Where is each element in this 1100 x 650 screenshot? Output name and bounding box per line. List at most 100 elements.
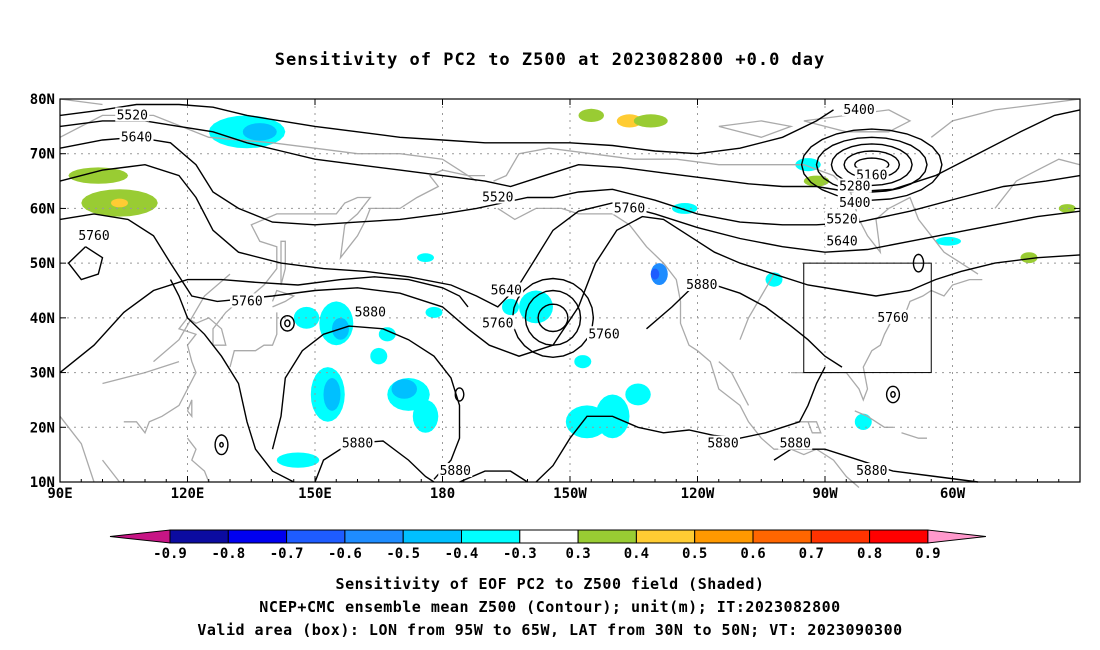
sensitivity-patch <box>370 347 388 365</box>
colorbar-label: -0.7 <box>270 546 304 562</box>
colorbar-high-triangle <box>927 529 986 544</box>
sensitivity-patch <box>578 108 604 122</box>
lat-label: 60N <box>30 201 55 217</box>
z500-contour-line <box>314 440 435 483</box>
colorbar-label: 0.7 <box>799 546 824 562</box>
contour-label-bg <box>876 309 910 324</box>
sensitivity-patch <box>68 167 128 184</box>
contour-label-bg <box>438 463 473 478</box>
coastline <box>101 459 121 483</box>
colorbar-low-triangle <box>109 529 171 544</box>
z500-contour-line <box>271 325 461 480</box>
colorbar-label: 0.9 <box>915 546 940 562</box>
z500-contour-ring <box>537 303 569 333</box>
z500-contour-line <box>59 276 469 374</box>
z500-contour-line <box>646 284 843 368</box>
contour-label-bg <box>706 435 740 450</box>
contour-label: 5880 <box>707 437 738 452</box>
contour-label: 5520 <box>117 108 148 123</box>
contour-label: 5880 <box>342 437 373 452</box>
contour-label-bg <box>587 326 621 341</box>
contour-label-bg <box>230 293 264 308</box>
coastline <box>718 120 794 138</box>
coastline <box>849 191 979 275</box>
contour-label-bg <box>119 129 154 144</box>
sensitivity-patch <box>854 413 872 430</box>
colorbar-segment <box>402 529 463 544</box>
lat-label: 50N <box>30 256 55 272</box>
lon-label: 90E <box>47 486 72 502</box>
colorbar-label: -0.5 <box>386 546 420 562</box>
coastline <box>739 273 775 340</box>
z500-contour-line <box>59 213 1081 357</box>
contour-label: 5880 <box>780 437 811 452</box>
contour-label: 5400 <box>843 103 874 118</box>
valid-area-box <box>803 262 932 374</box>
lon-label: 120W <box>681 486 715 502</box>
lat-label: 80N <box>30 92 55 108</box>
contour-label: 5280 <box>839 180 870 195</box>
lon-label: 60W <box>940 486 966 502</box>
colorbar-segment <box>635 529 696 544</box>
coastline <box>791 278 983 402</box>
contour-label: 5520 <box>826 212 857 227</box>
lat-label: 10N <box>30 475 55 491</box>
z500-contour-ring <box>219 441 224 448</box>
lat-label: 70N <box>30 147 55 163</box>
colorbar-segment <box>169 529 229 544</box>
sensitivity-patch <box>417 253 434 262</box>
colorbar-label: 0.4 <box>624 546 649 562</box>
contour-label-bg <box>353 304 388 319</box>
contour-label: 5520 <box>482 190 513 205</box>
coastline <box>795 421 822 434</box>
z500-contour-ring <box>524 289 582 346</box>
sensitivity-patch <box>242 123 277 141</box>
contour-label: 5640 <box>826 234 857 249</box>
z500-contour-line <box>59 163 1081 308</box>
colorbar-label: -0.3 <box>503 546 537 562</box>
colorbar-segment <box>344 529 404 544</box>
sensitivity-patch <box>425 306 443 318</box>
contour-label-bg <box>842 101 876 116</box>
lon-label: 180 <box>430 486 455 502</box>
z500-contour-ring <box>890 390 896 398</box>
z500-contour-line <box>535 366 826 483</box>
z500-contour-ring <box>214 434 229 456</box>
contour-label: 5880 <box>686 278 717 293</box>
contour-label: 5760 <box>78 229 109 244</box>
caption-contour: NCEP+CMC ensemble mean Z500 (Contour); u… <box>259 598 841 616</box>
colorbar-label: 0.8 <box>857 546 882 562</box>
z500-contour-line <box>59 103 834 155</box>
contour-label: 5760 <box>614 201 645 216</box>
contour-label-bg <box>77 227 111 242</box>
colorbar-label: -0.4 <box>445 546 479 562</box>
grid-lines <box>60 99 1080 482</box>
contour-label-bg <box>480 315 515 330</box>
contour-label: 5760 <box>482 316 513 331</box>
colorbar-segment <box>519 529 579 544</box>
z500-contour-ring <box>800 128 943 201</box>
contour-label-bg <box>612 200 647 215</box>
colorbar-label: -0.9 <box>153 546 187 562</box>
lat-label: 30N <box>30 366 55 382</box>
contour-label-bg <box>825 233 859 248</box>
contour-label-bg <box>778 435 813 450</box>
colorbar-segment <box>869 529 929 544</box>
sensitivity-patch <box>1058 204 1076 213</box>
sensitivity-patch <box>650 268 660 280</box>
colorbar-segment <box>286 529 346 544</box>
sensitivity-patch <box>378 327 396 342</box>
sensitivity-patch <box>323 378 341 411</box>
colorbar-segment <box>227 529 288 544</box>
sensitivity-patch <box>633 114 668 128</box>
contour-label-bg <box>115 107 150 122</box>
colorbar-label: 0.5 <box>682 546 707 562</box>
coastline <box>59 98 103 106</box>
contour-label: 5760 <box>877 311 908 326</box>
contour-label-bg <box>480 189 515 204</box>
coastline <box>497 207 860 488</box>
lat-label: 40N <box>30 311 55 327</box>
coastline <box>186 437 210 483</box>
